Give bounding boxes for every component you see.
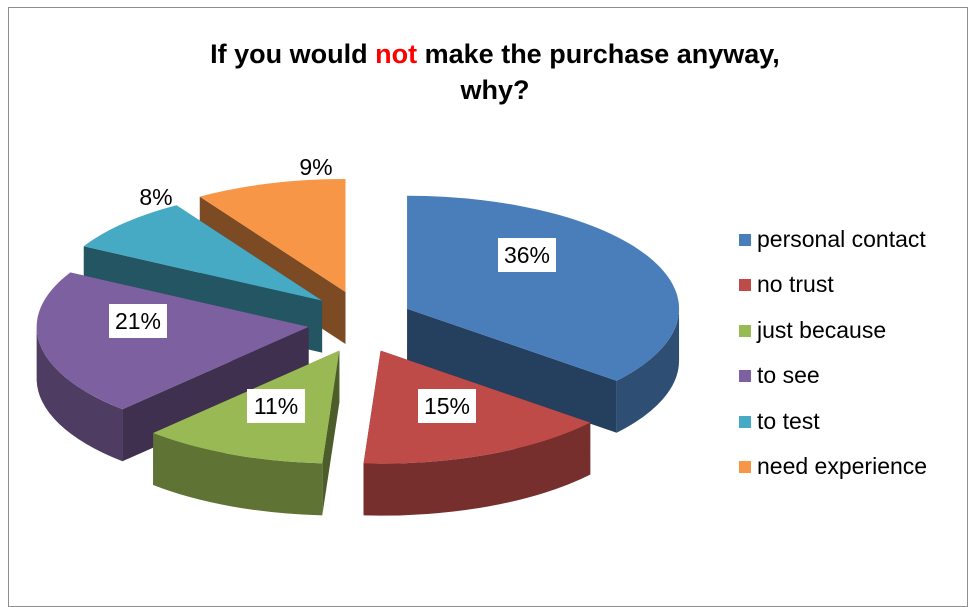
svg-text:11%: 11% (254, 393, 298, 419)
title-highlight: not (375, 39, 418, 69)
legend-label: just because (757, 316, 887, 343)
pie-slice-just-because (153, 350, 340, 516)
chart-title: If you would not make the purchase anywa… (0, 36, 970, 108)
legend-label: no trust (757, 271, 834, 298)
legend-swatch (739, 370, 751, 383)
legend-swatch (739, 415, 751, 428)
svg-text:36%: 36% (504, 242, 550, 268)
pie-slice-personal-contact (407, 195, 680, 433)
title-text-line2: why? (460, 75, 530, 105)
legend-label: to test (757, 407, 820, 434)
data-label-to-test: 8% (139, 184, 172, 210)
data-label-no-trust: 15% (418, 389, 476, 423)
svg-text:9%: 9% (299, 154, 332, 180)
svg-text:21%: 21% (115, 308, 161, 334)
svg-text:8%: 8% (139, 184, 172, 210)
data-label-personal-contact: 36% (498, 238, 556, 272)
legend-swatch (739, 234, 751, 246)
legend-label: personal contact (757, 226, 926, 252)
data-label-just-because: 11% (247, 389, 305, 423)
legend-swatch (739, 279, 751, 292)
title-text-before: If you would (210, 39, 376, 69)
legend-label: need experience (757, 452, 928, 479)
title-text-after: make the purchase anyway, (417, 39, 780, 69)
pie-chart: 36% 15% 11% 21% 8% 9% (36, 154, 680, 516)
data-label-to-see: 21% (109, 304, 167, 338)
legend-swatch (739, 460, 751, 473)
legend-swatch (739, 324, 751, 337)
data-label-need-experience: 9% (299, 154, 332, 180)
pie-slice-no-trust (363, 350, 591, 516)
legend-label: to see (757, 362, 820, 389)
svg-text:15%: 15% (424, 393, 470, 419)
